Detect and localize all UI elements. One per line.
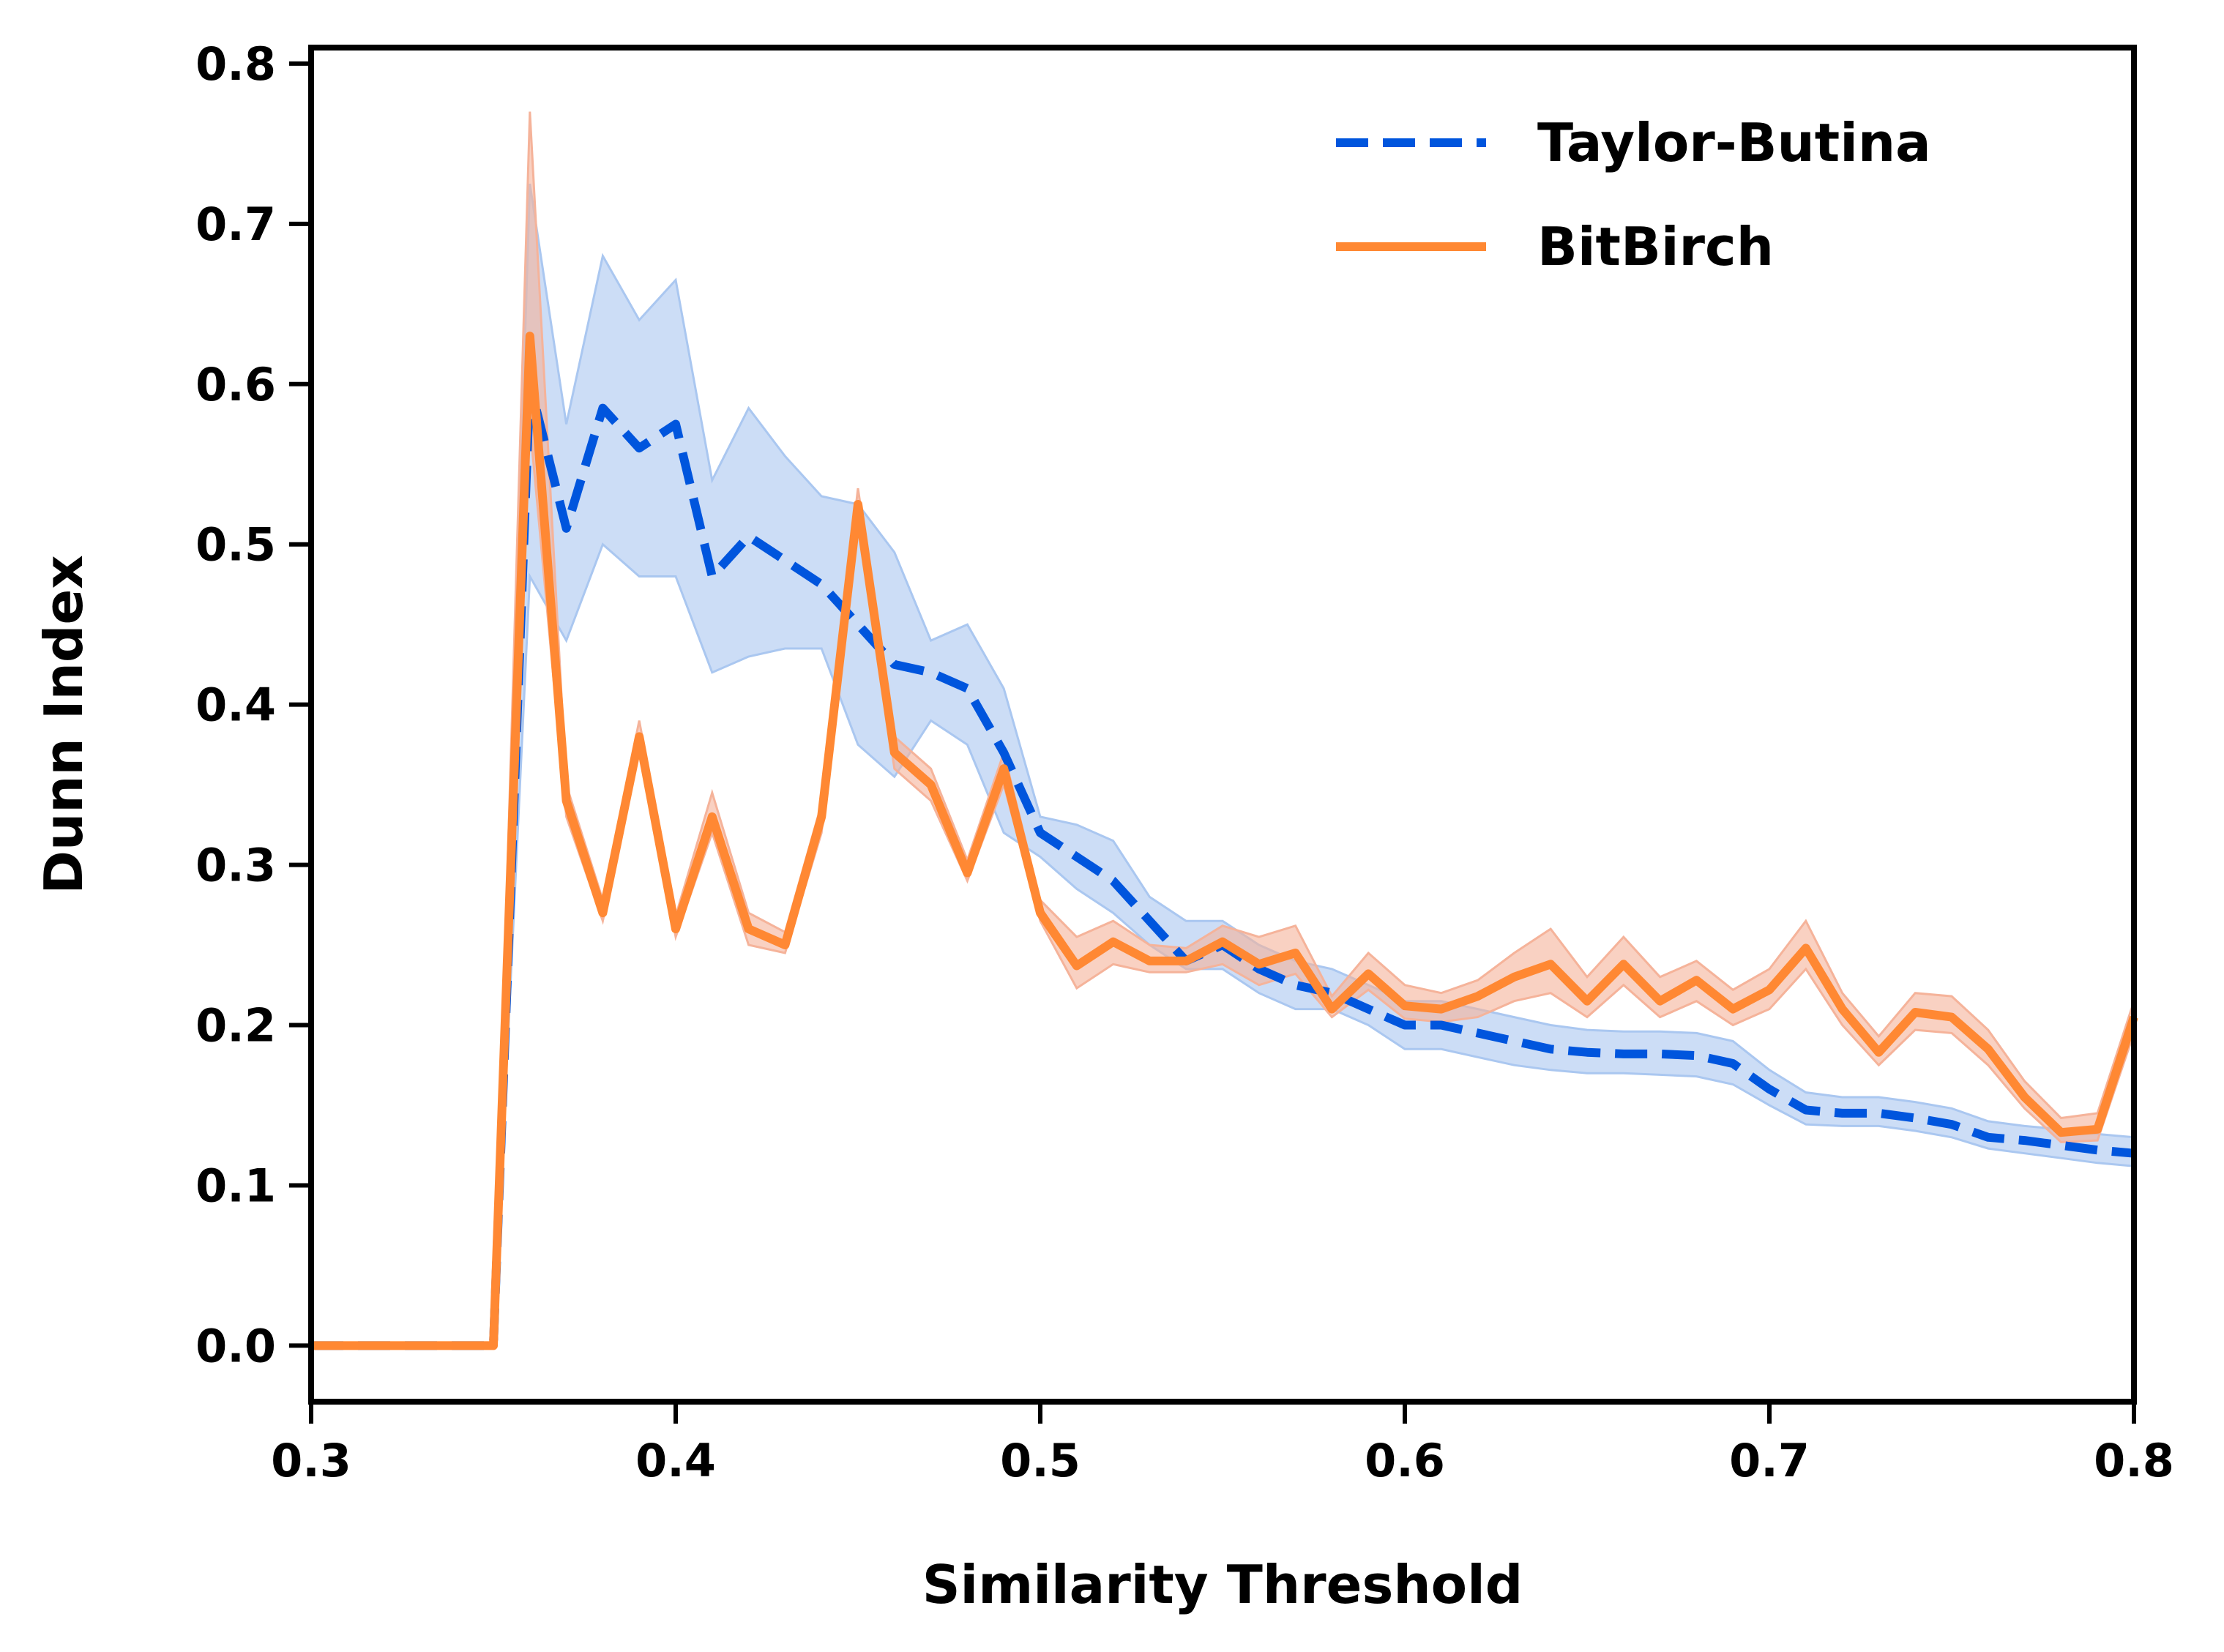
y-axis-ticks: 0.0 0.1 0.2 0.3 0.4 0.5 0.6 0.7 0.8 <box>195 37 311 1372</box>
legend: Taylor-Butina BitBirch <box>1336 112 1931 277</box>
series-lines <box>311 332 2138 1350</box>
x-axis-label: Similarity Threshold <box>922 1554 1523 1615</box>
y-tick-label: 0.6 <box>195 358 276 411</box>
x-tick-label: 0.4 <box>635 1434 716 1487</box>
x-axis-ticks: 0.3 0.4 0.5 0.6 0.7 0.8 <box>271 1402 2174 1487</box>
x-tick-label: 0.8 <box>2094 1434 2174 1487</box>
legend-label-bitbirch: BitBirch <box>1537 216 1774 277</box>
x-tick-label: 0.6 <box>1365 1434 1445 1487</box>
x-tick-label: 0.3 <box>271 1434 351 1487</box>
y-tick-label: 0.8 <box>195 37 276 91</box>
taylor-butina-confidence-band <box>311 183 2135 1347</box>
x-tick-label: 0.5 <box>1000 1434 1081 1487</box>
y-tick-label: 0.0 <box>195 1319 276 1372</box>
y-tick-label: 0.1 <box>195 1159 276 1212</box>
bitbirch-confidence-band <box>311 111 2135 1347</box>
bitbirch-line <box>311 332 2138 1350</box>
y-tick-label: 0.2 <box>195 999 276 1053</box>
y-tick-label: 0.3 <box>195 839 276 892</box>
legend-label-taylor-butina: Taylor-Butina <box>1537 112 1931 173</box>
plot-frame <box>308 45 2137 1405</box>
y-tick-label: 0.7 <box>195 198 276 251</box>
y-axis-label: Dunn Index <box>33 555 94 894</box>
confidence-bands <box>311 111 2135 1347</box>
x-tick-label: 0.7 <box>1729 1434 1810 1487</box>
y-tick-label: 0.4 <box>195 679 276 732</box>
y-tick-label: 0.5 <box>195 518 276 572</box>
